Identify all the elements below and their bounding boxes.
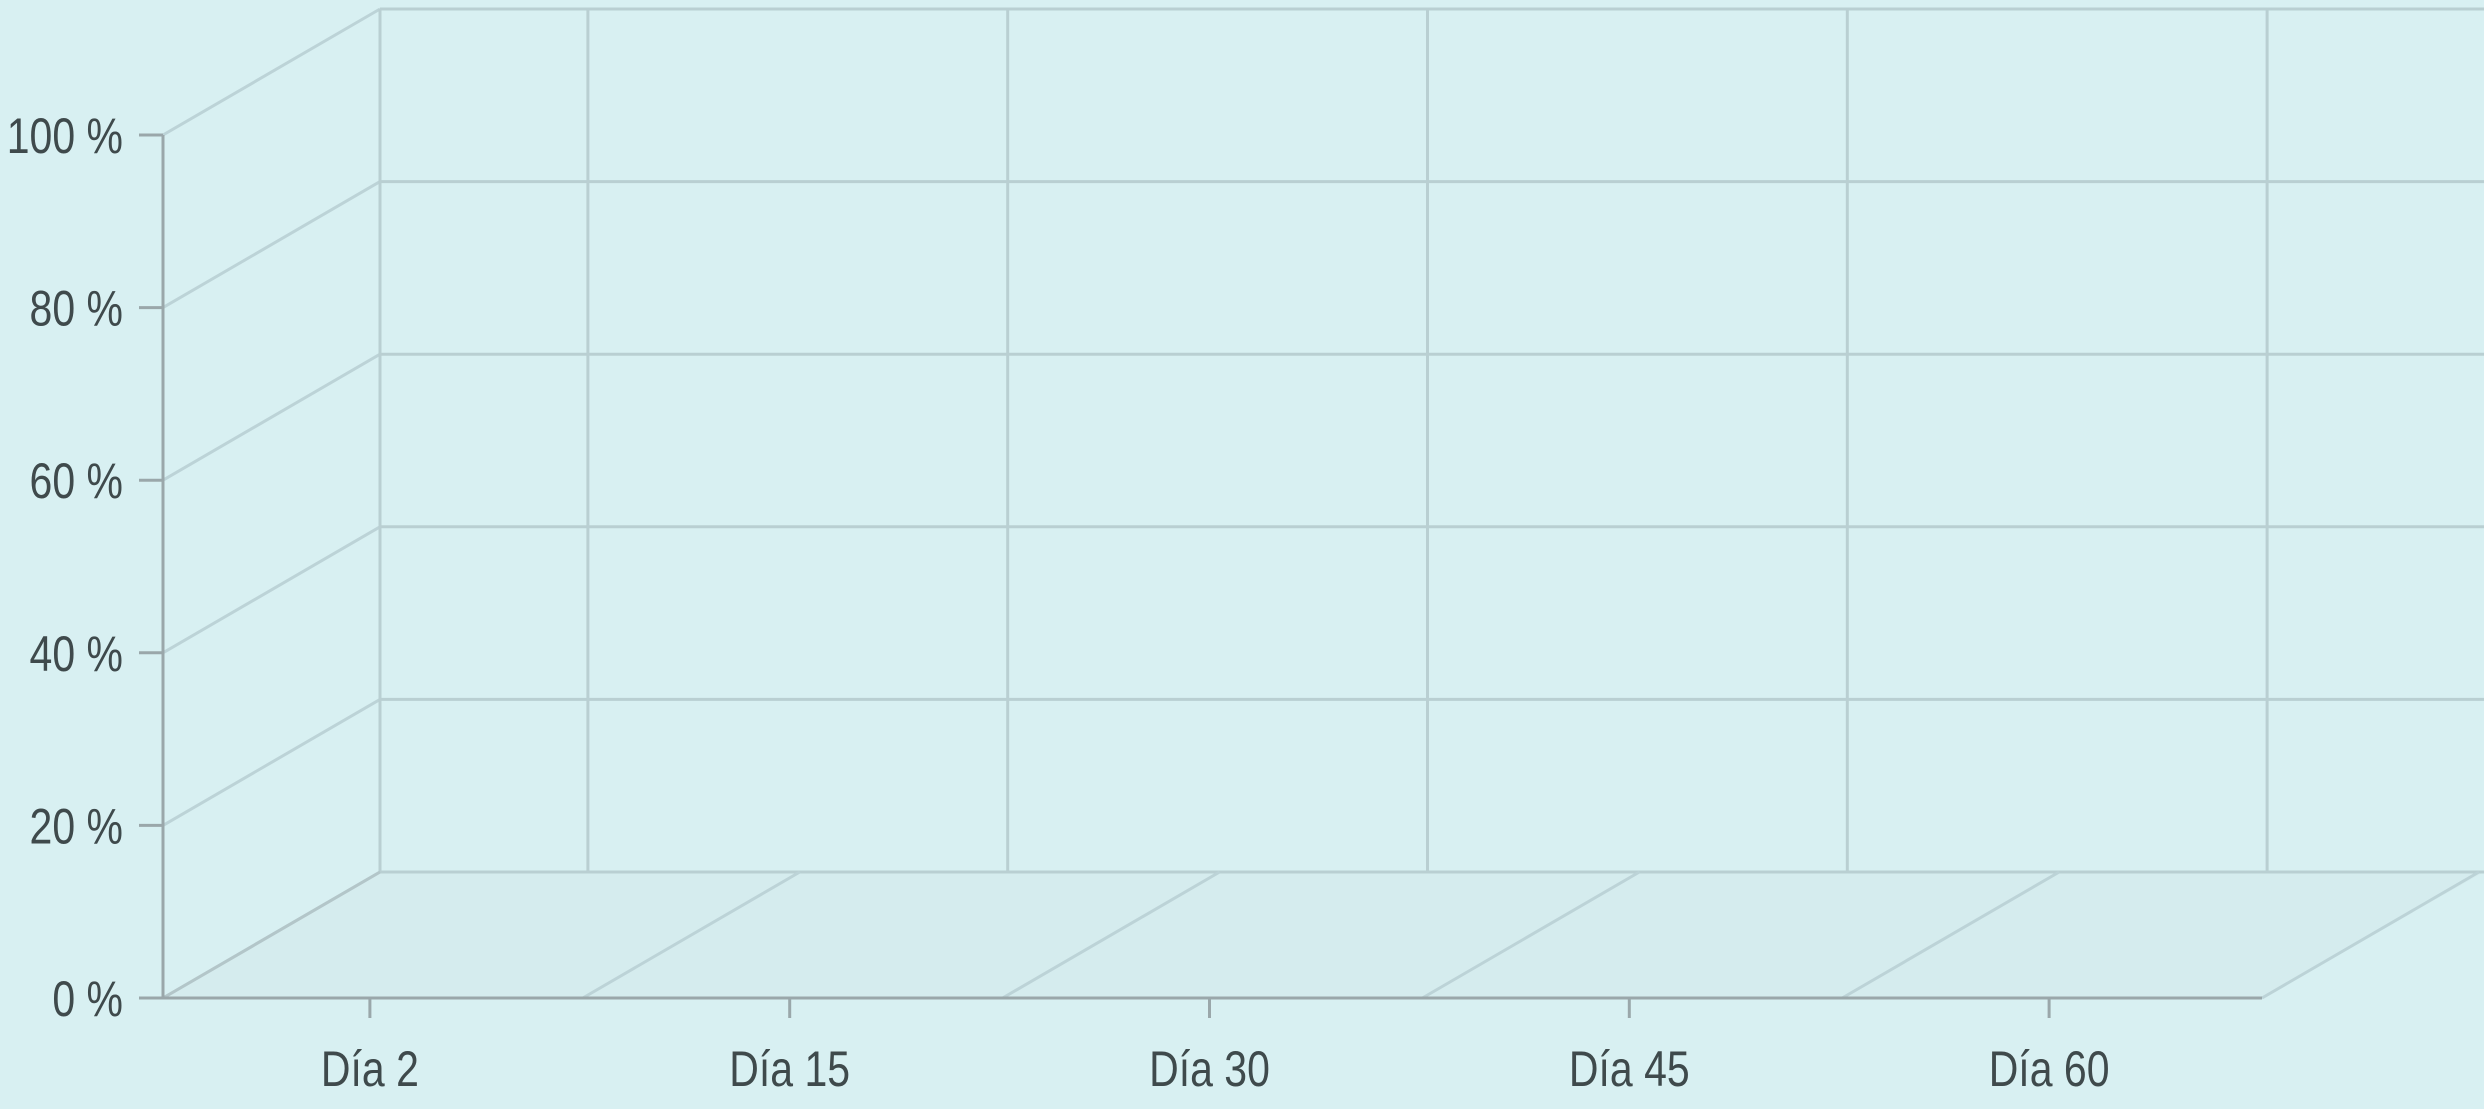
gridline-side-40 bbox=[162, 525, 381, 655]
gridline-side-60 bbox=[162, 352, 381, 482]
y-tick-label-80: 80 % bbox=[30, 281, 123, 337]
y-axis-ticks: 0 % 20 % 40 % 60 % 80 % 100 % bbox=[7, 108, 163, 1027]
chart-axes bbox=[139, 135, 2262, 1000]
floor-divider-4 bbox=[1841, 870, 2060, 1000]
gridline-side-100 bbox=[162, 7, 381, 137]
x-tick-label-0: Día 2 bbox=[321, 1041, 419, 1097]
y-tick-label-60: 60 % bbox=[30, 453, 123, 509]
gridline-side-80 bbox=[162, 180, 381, 309]
chart-walls bbox=[163, 872, 2484, 998]
floor-divider-1 bbox=[582, 870, 801, 1000]
y-tick-label-100: 100 % bbox=[7, 108, 123, 164]
floor-left-edge bbox=[162, 870, 381, 1000]
floor-divider-5 bbox=[2261, 870, 2480, 1000]
y-tick-label-20: 20 % bbox=[30, 799, 123, 855]
x-tick-label-1: Día 15 bbox=[729, 1041, 850, 1097]
y-tick-label-0: 0 % bbox=[52, 971, 123, 1027]
gridline-side-20 bbox=[162, 698, 381, 827]
x-axis-ticks: Día 2 Día 15 Día 30 Día 45 Día 60 bbox=[321, 998, 2110, 1097]
chart-gridlines bbox=[162, 7, 2484, 1000]
chart-floor bbox=[163, 872, 2484, 998]
x-tick-label-2: Día 30 bbox=[1149, 1041, 1270, 1097]
x-tick-label-3: Día 45 bbox=[1569, 1041, 1690, 1097]
y-tick-label-40: 40 % bbox=[30, 626, 123, 682]
x-tick-label-4: Día 60 bbox=[1989, 1041, 2110, 1097]
floor-divider-2 bbox=[1001, 870, 1221, 1000]
floor-divider-3 bbox=[1421, 870, 1641, 1000]
